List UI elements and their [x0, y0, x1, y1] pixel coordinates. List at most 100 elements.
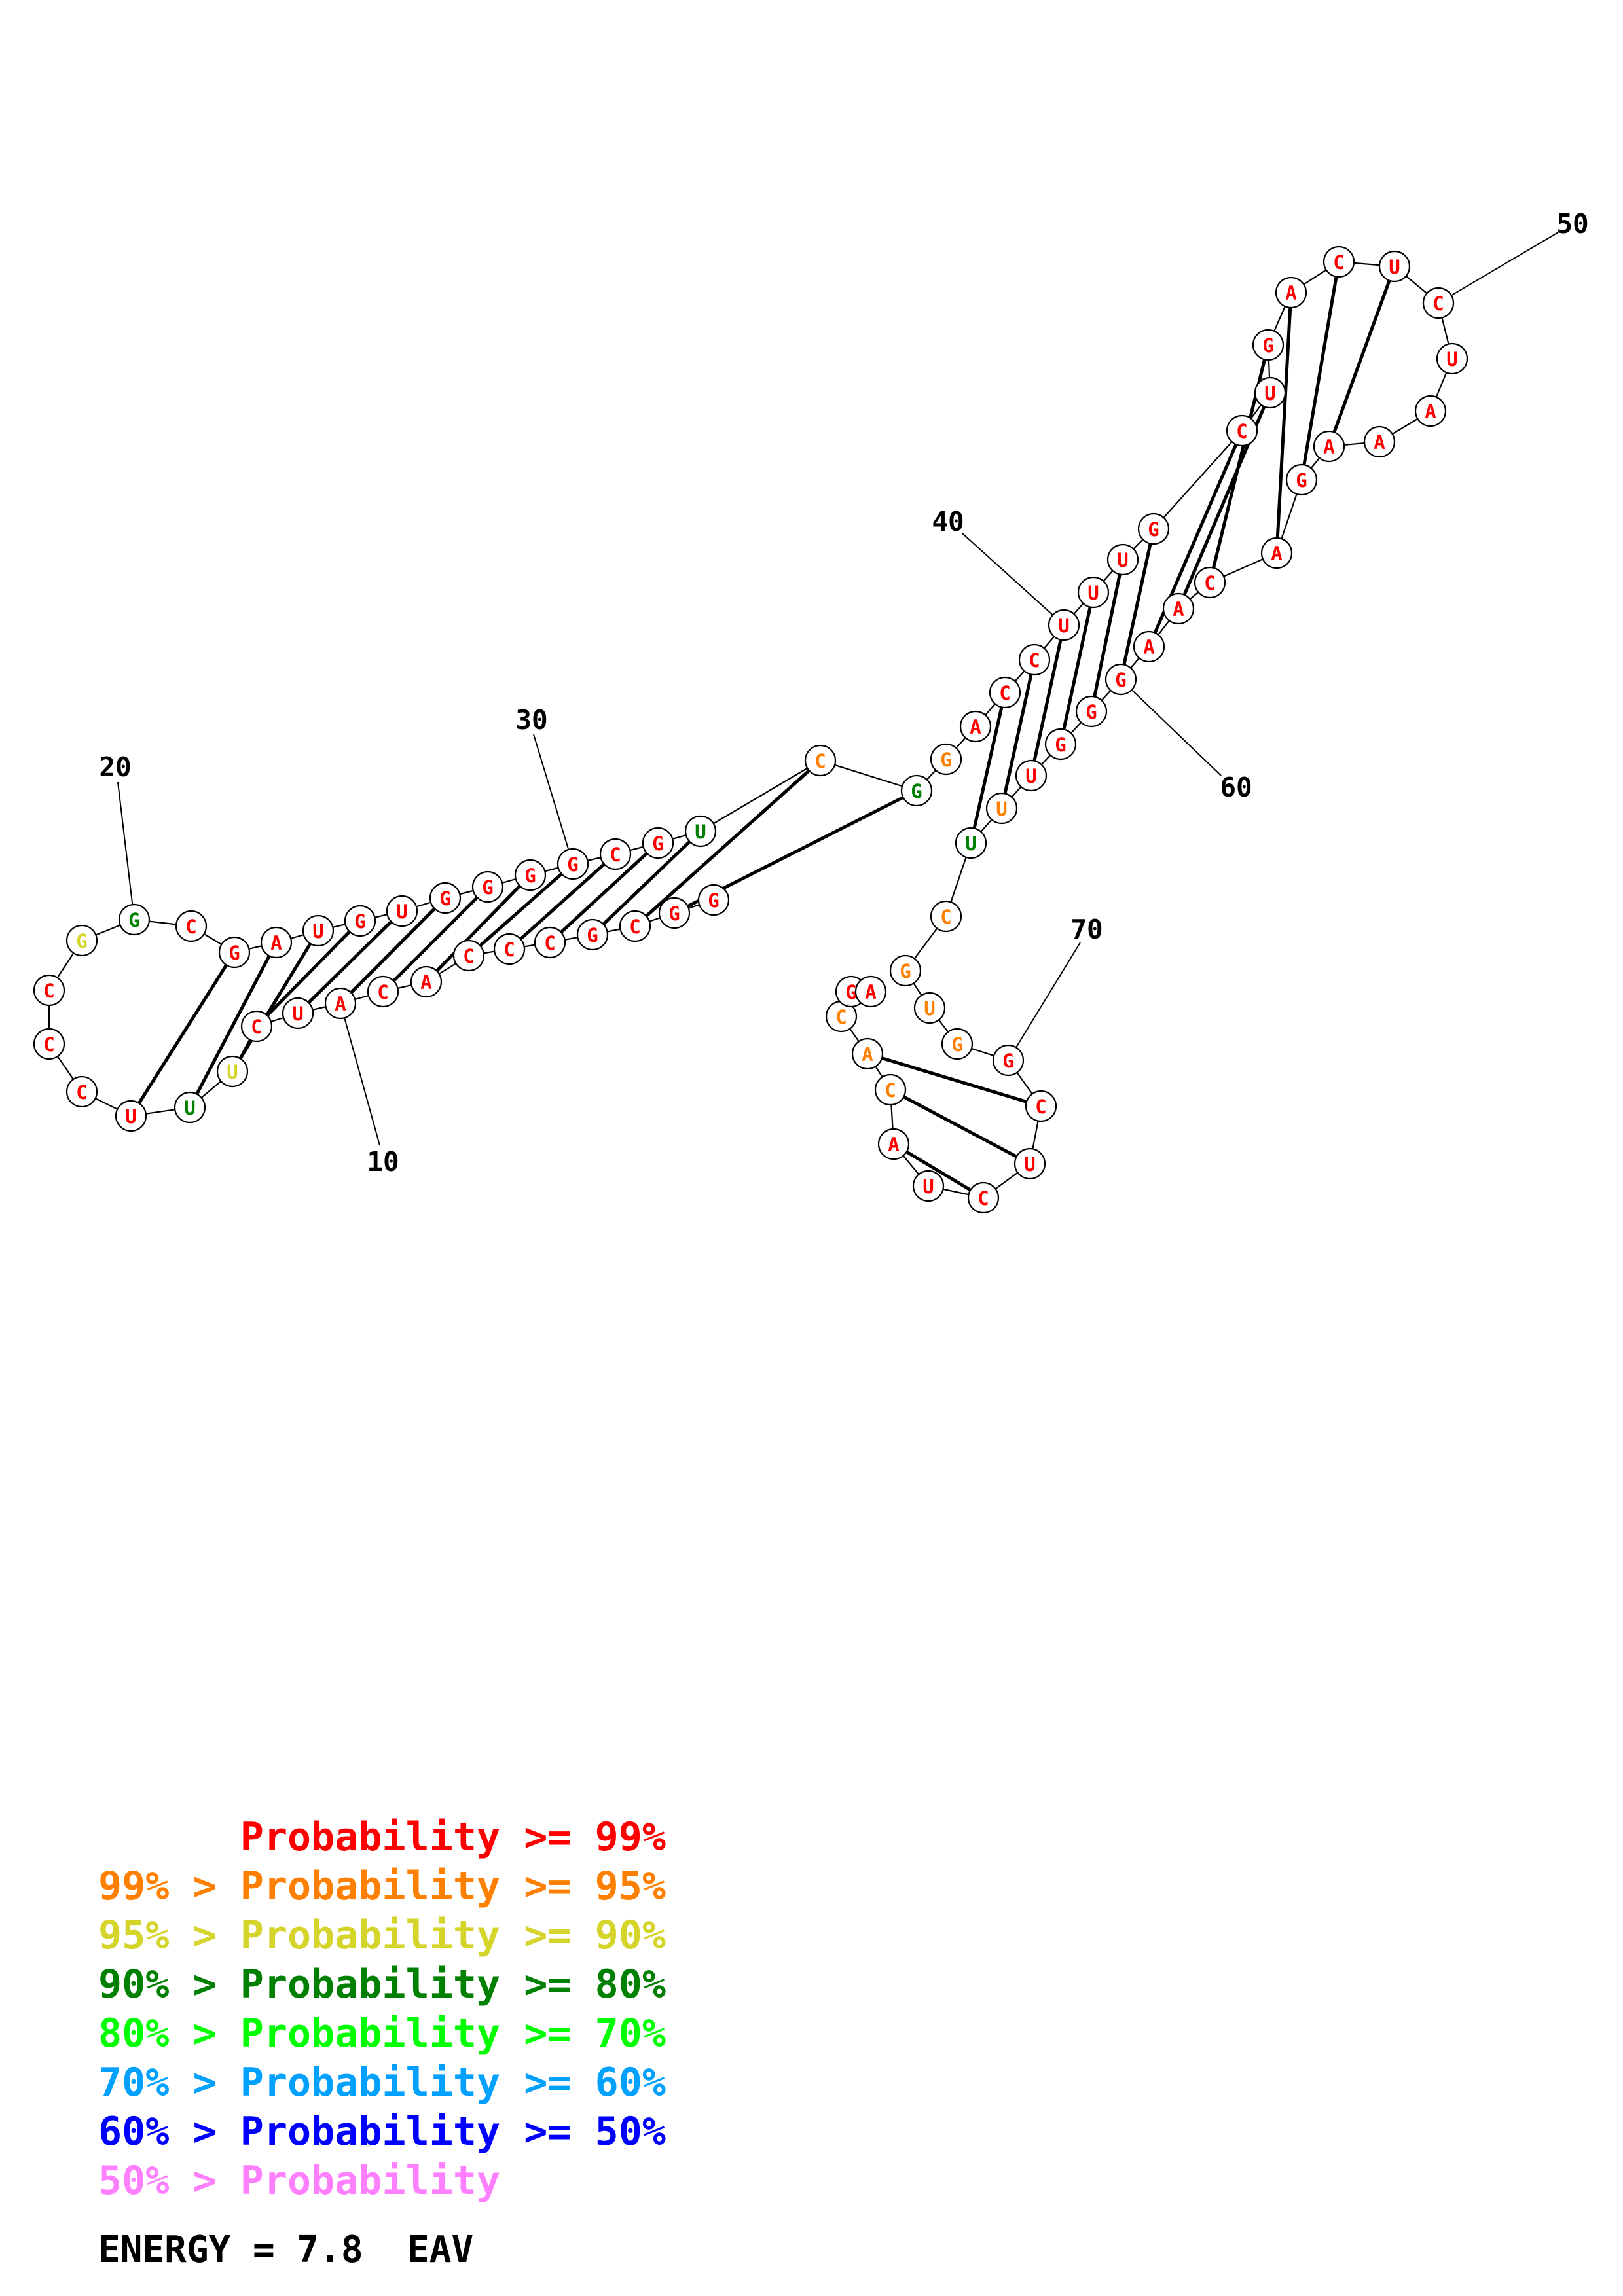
position-tick-50 — [1451, 232, 1559, 296]
nucleotide-base: U — [1025, 765, 1036, 787]
nucleotide-base: A — [970, 716, 981, 738]
nucleotide-2: G — [658, 897, 691, 929]
nucleotide-base: A — [1173, 598, 1184, 620]
nucleotide-25: G — [344, 905, 376, 937]
base-pair-line — [339, 897, 447, 1005]
nucleotide-7: C — [452, 939, 485, 972]
position-label-60: 60 — [1220, 772, 1252, 803]
nucleotide-base: C — [503, 939, 515, 961]
nucleotide-circle — [1044, 728, 1077, 761]
nucleotide-24: U — [302, 914, 335, 947]
nucleotide-base: C — [43, 980, 54, 1002]
nucleotide-base: C — [610, 844, 621, 866]
nucleotide-circle — [941, 1028, 974, 1060]
nucleotide-18: C — [33, 974, 65, 1007]
legend-row-p80: 90% > Probability >= 80% — [98, 1960, 666, 2009]
nucleotide-circle — [429, 882, 462, 914]
nucleotide-base: G — [354, 910, 365, 933]
nucleotide-circle — [955, 827, 987, 859]
legend-label: Probability >= 95% — [240, 1863, 666, 1909]
base-pair-line — [467, 863, 574, 957]
nucleotide-circle — [260, 926, 293, 959]
nucleotide-circle — [930, 743, 962, 776]
nucleotide-51: U — [1436, 342, 1468, 375]
nucleotide-circle — [175, 910, 208, 942]
legend-label: Probability >= 80% — [240, 1962, 666, 2007]
legend-label: Probability >= 50% — [240, 2109, 666, 2155]
base-pair-lines — [129, 261, 1396, 1200]
nucleotide-base: A — [1323, 436, 1334, 458]
nucleotide-circle — [324, 987, 357, 1020]
nucleotide-circle — [1226, 414, 1258, 447]
nucleotide-58: A — [1162, 592, 1195, 625]
nucleotide-circle — [619, 910, 651, 942]
nucleotide-circle — [173, 1091, 206, 1124]
legend-prefix — [98, 1814, 240, 1860]
legend-prefix: 80% > — [98, 2011, 240, 2056]
nucleotide-base: G — [439, 888, 450, 910]
nucleotide-65: U — [955, 827, 987, 859]
nucleotide-base: G — [911, 780, 922, 802]
nucleotide-63: U — [1015, 759, 1048, 792]
nucleotide-base: G — [940, 749, 951, 771]
base-pair-line — [508, 853, 617, 950]
legend-row-p95: 99% > Probability >= 95% — [98, 1862, 666, 1911]
nucleotide-circle — [1194, 566, 1226, 599]
nucleotide-20: G — [118, 903, 151, 936]
nucleotide-14: U — [173, 1091, 206, 1124]
nucleotide-base: U — [312, 920, 323, 942]
nucleotide-21: C — [175, 910, 208, 942]
nucleotide-circle — [1322, 245, 1355, 278]
nucleotide-61: G — [1075, 695, 1108, 728]
nucleotide-12: C — [240, 1010, 273, 1043]
nucleotide-circle — [118, 903, 151, 936]
backbone-segment — [1153, 430, 1243, 529]
legend-prefix: 90% > — [98, 1962, 240, 2007]
nucleotide-37: A — [959, 710, 992, 743]
nucleotide-base: U — [396, 901, 407, 923]
base-pair-line — [1275, 292, 1293, 554]
position-label-30: 30 — [515, 704, 547, 736]
base-pair-line — [297, 910, 403, 1014]
nucleotide-circle — [985, 792, 1018, 825]
nucleotide-72: U — [1013, 1147, 1046, 1180]
base-pair-line — [867, 1052, 1042, 1108]
nucleotide-base: C — [814, 750, 826, 772]
legend-row-p50: 60% > Probability >= 50% — [98, 2108, 666, 2157]
nucleotide-circle — [1422, 287, 1455, 319]
nucleotide-base: U — [996, 798, 1007, 820]
nucleotide-8: A — [410, 965, 443, 998]
base-pair-line — [1208, 344, 1270, 583]
nucleotide-base: G — [524, 865, 536, 887]
position-label-10: 10 — [367, 1146, 399, 1177]
position-tick-10 — [344, 1017, 380, 1146]
base-pair-line — [1327, 266, 1396, 447]
base-pair-line — [1029, 624, 1066, 776]
nucleotide-base: U — [1087, 582, 1099, 604]
nucleotide-circle — [1275, 276, 1307, 309]
nucleotide-base: A — [1374, 431, 1385, 454]
nucleotide-circle — [1106, 543, 1139, 576]
base-pair-line — [255, 920, 361, 1028]
nucleotide-base: G — [482, 876, 493, 899]
position-tick-20 — [117, 781, 134, 905]
nucleotide-71: C — [1025, 1090, 1057, 1122]
nucleotide-base: U — [227, 1061, 238, 1083]
nucleotide-base: A — [1285, 282, 1296, 304]
nucleotide-54: A — [1313, 430, 1345, 463]
nucleotide-42: U — [1106, 543, 1139, 576]
nucleotide-77: A — [851, 1037, 884, 1070]
base-pair-line — [382, 886, 489, 993]
nucleotide-base: U — [184, 1097, 195, 1119]
nucleotide-13: U — [216, 1055, 249, 1088]
nucleotide-base: G — [76, 930, 87, 952]
position-label-ticks — [117, 232, 1559, 1146]
nucleotide-circle — [1260, 537, 1293, 569]
nucleotide-52: A — [1414, 395, 1447, 427]
base-pair-line — [1059, 592, 1095, 745]
nucleotide-base: U — [924, 997, 935, 1020]
nucleotide-78: C — [825, 1000, 858, 1033]
nucleotide-circle — [877, 1128, 910, 1160]
nucleotide-50: C — [1422, 287, 1455, 319]
